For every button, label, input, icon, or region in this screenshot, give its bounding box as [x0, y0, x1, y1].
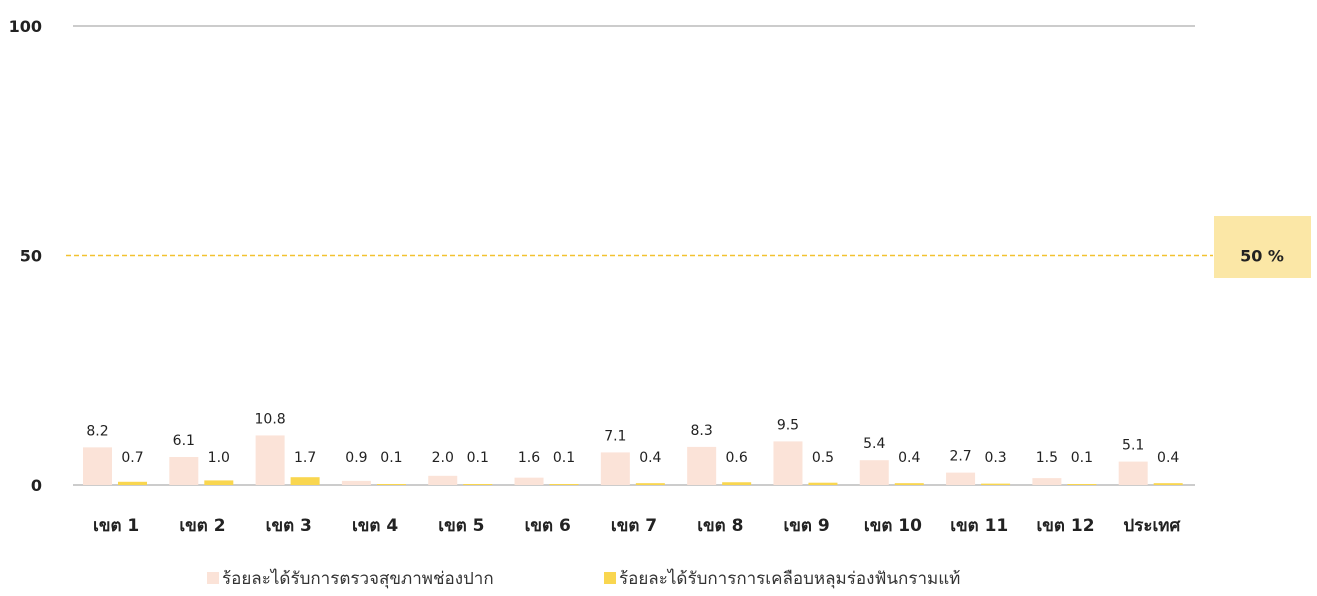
data-label: 5.1 [1122, 438, 1144, 454]
data-label: 8.2 [86, 423, 108, 439]
data-label: 2.0 [432, 450, 454, 466]
value-labels: 8.2 0.7 6.1 1.0 10.8 1.7 0.9 0.1 2.0 0.1 1.6 0.1 7.1… [86, 411, 1179, 466]
data-label: 0.5 [812, 450, 834, 466]
bar-checkup [1032, 478, 1062, 485]
data-label: 0.1 [1071, 450, 1093, 466]
data-label: 9.5 [777, 417, 799, 433]
data-label: 1.0 [208, 450, 230, 466]
data-label: 0.7 [121, 450, 143, 466]
y-tick-label: 100 [9, 17, 42, 36]
bar-sealant [118, 481, 147, 485]
bar-checkup [773, 441, 803, 485]
bar-checkup [255, 435, 285, 485]
data-label: 8.3 [691, 423, 713, 439]
x-category-label: เขต 5 [438, 516, 484, 536]
legend-label: ร้อยละได้รับการการเคลือบหลุมร่องฟันกรามแ… [619, 568, 960, 589]
bar-checkup [83, 447, 112, 485]
data-label: 7.1 [604, 428, 626, 444]
data-label: 0.6 [726, 450, 748, 466]
x-category-label: เขต 10 [864, 516, 922, 536]
target-label: 50 % [1240, 247, 1284, 266]
target-label-box [1214, 216, 1311, 278]
target-line-group: 50 % [66, 216, 1311, 278]
bar-checkup [946, 472, 976, 485]
x-category-label: เขต 6 [525, 516, 571, 536]
bar-sealant [376, 484, 406, 485]
bar-sealant [1153, 483, 1183, 485]
x-category-label: เขต 8 [697, 516, 743, 536]
bar-checkup [428, 475, 458, 485]
x-category-label: ประเทศ [1123, 516, 1181, 536]
data-label: 2.7 [949, 449, 971, 465]
bar-sealant [549, 484, 579, 485]
legend-swatch [207, 572, 219, 584]
legend: ร้อยละได้รับการตรวจสุขภาพช่องปาก ร้อยละได… [207, 568, 960, 589]
y-axis-ticks: 0 50 100 [9, 17, 42, 495]
x-category-label: เขต 4 [352, 516, 398, 536]
data-label: 6.1 [173, 433, 195, 449]
legend-swatch [604, 572, 616, 584]
data-label: 0.9 [345, 450, 367, 466]
data-label: 1.6 [518, 450, 540, 466]
bar-checkup [341, 480, 371, 485]
x-category-label: เขต 9 [784, 516, 830, 536]
data-label: 0.1 [553, 450, 575, 466]
x-axis-labels: เขต 1 เขต 2 เขต 3 เขต 4 เขต 5 เขต 6 เขต 7 เขต 8… [93, 516, 1181, 536]
data-label: 5.4 [863, 436, 885, 452]
x-category-label: เขต 2 [179, 516, 225, 536]
x-category-label: เขต 11 [950, 516, 1008, 536]
bar-checkup [1118, 461, 1148, 485]
bar-sealant [635, 483, 665, 485]
y-tick-label: 50 [20, 247, 42, 266]
bar-checkup [600, 452, 630, 485]
y-tick-label: 0 [31, 476, 42, 495]
data-label: 0.1 [380, 450, 402, 466]
data-label: 0.4 [639, 450, 661, 466]
bar-checkup [169, 457, 199, 485]
bar-checkup [514, 477, 544, 485]
data-label: 0.3 [984, 450, 1006, 466]
bar-checkup [859, 460, 889, 485]
bar-sealant [981, 483, 1011, 485]
bar-sealant [894, 483, 924, 485]
data-label: 0.1 [467, 450, 489, 466]
legend-label: ร้อยละได้รับการตรวจสุขภาพช่องปาก [222, 568, 494, 589]
x-category-label: เขต 1 [93, 516, 139, 536]
data-label: 10.8 [255, 411, 286, 427]
bar-sealant [204, 480, 234, 485]
data-label: 0.4 [898, 450, 920, 466]
x-category-label: เขต 7 [611, 516, 657, 536]
data-label: 1.5 [1036, 450, 1058, 466]
bar-sealant [463, 484, 493, 485]
bars [83, 435, 1183, 485]
bar-checkup [687, 446, 717, 485]
bar-sealant [808, 482, 838, 485]
x-category-label: เขต 12 [1037, 516, 1095, 536]
x-category-label: เขต 3 [266, 516, 312, 536]
bar-sealant [1067, 484, 1097, 485]
data-label: 1.7 [294, 450, 316, 466]
bar-sealant [290, 477, 320, 485]
bar-sealant [722, 482, 752, 485]
data-label: 0.4 [1157, 450, 1179, 466]
